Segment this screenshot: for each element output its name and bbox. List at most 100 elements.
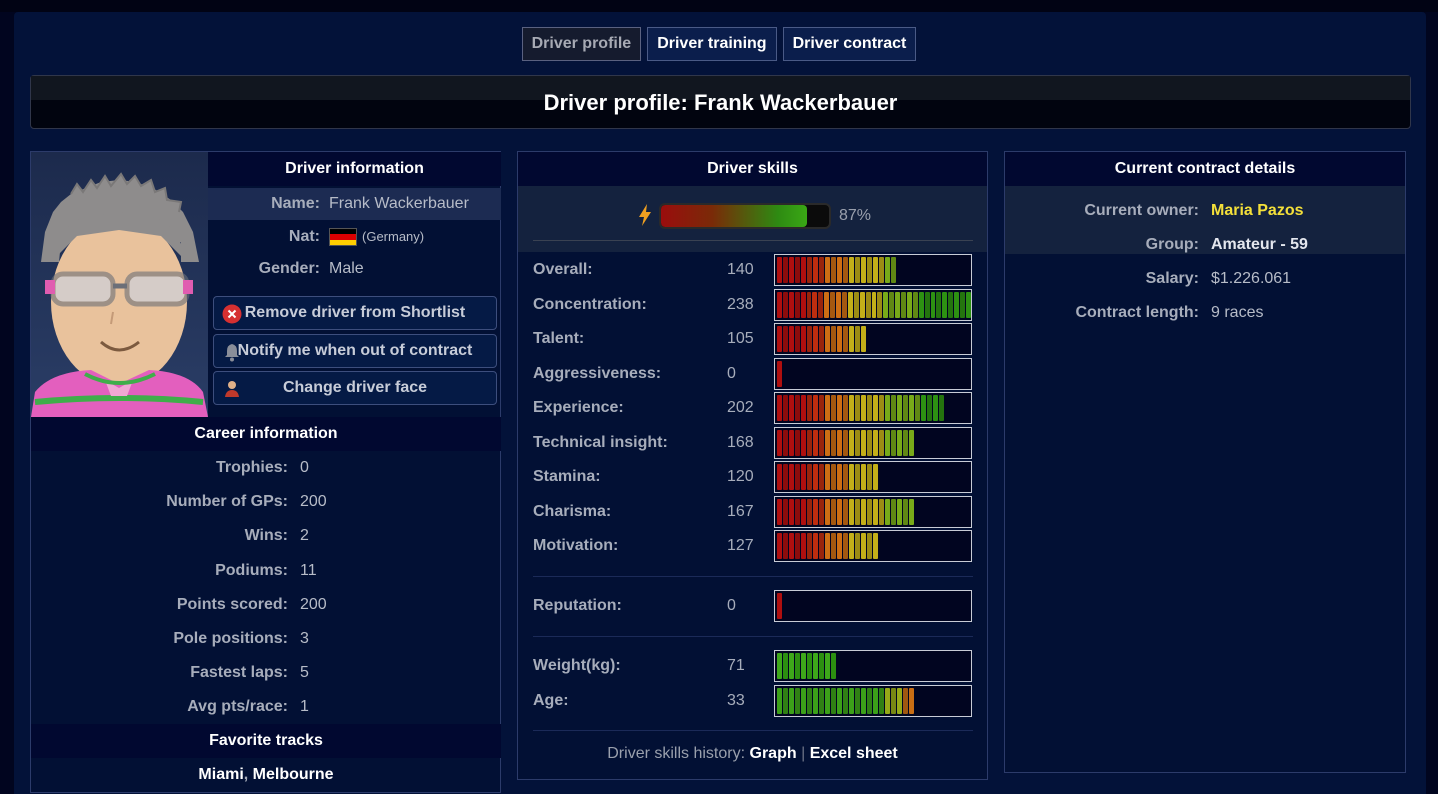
favorite-tracks-list: Miami, Melbourne xyxy=(198,766,334,783)
skill-bar-segment xyxy=(843,687,848,714)
skill-bar-segment xyxy=(819,653,824,679)
skill-bar-segment xyxy=(879,395,884,421)
skill-bar-segment xyxy=(819,533,824,559)
title-bar: Driver profile: Frank Wackerbauer xyxy=(30,75,1411,129)
skill-value: 0 xyxy=(727,597,736,614)
driver-skills-panel: Driver skills 87% Overall: 140 Concentrati… xyxy=(517,151,988,780)
skill-bar-segment xyxy=(818,291,824,318)
career-label: Avg pts/race: xyxy=(187,698,288,716)
notify-out-of-contract-button[interactable]: Notify me when out of contract xyxy=(213,334,497,368)
skill-bar-segment xyxy=(825,653,830,679)
skills-history-excel-link[interactable]: Excel sheet xyxy=(809,745,898,762)
skill-row: Weight(kg): 71 xyxy=(518,649,988,683)
skill-bar-segment xyxy=(901,291,906,318)
skill-bar xyxy=(774,530,972,562)
skill-bar-segment xyxy=(939,395,944,421)
skill-bar-segment xyxy=(873,498,878,525)
tab-driver-contract[interactable]: Driver contract xyxy=(782,27,917,61)
contract-label: Current owner: xyxy=(1084,202,1199,219)
favorite-tracks-header: Favorite tracks xyxy=(31,724,501,758)
skill-bar-segment xyxy=(837,687,842,714)
skill-bar xyxy=(774,426,972,459)
skill-bar-segment xyxy=(906,291,912,318)
skill-bar-segment xyxy=(909,687,914,714)
skill-bar-segment xyxy=(855,395,860,421)
skill-bar-segment xyxy=(861,429,866,456)
notify-button-label: Notify me when out of contract xyxy=(237,342,473,359)
nat-label: Nat: xyxy=(288,228,320,245)
skill-bar-segment xyxy=(801,326,806,352)
skill-bar-segment xyxy=(837,257,842,283)
skill-bar-segment xyxy=(918,291,924,318)
skill-bar-segment xyxy=(841,291,847,318)
skill-bar-segment xyxy=(813,464,818,490)
skill-bar-segment xyxy=(789,395,794,421)
skill-label: Concentration: xyxy=(533,295,647,313)
skill-bar-segment xyxy=(801,395,806,421)
skill-bar-segment xyxy=(819,257,824,283)
skill-bar-segment xyxy=(801,464,806,490)
career-label: Number of GPs: xyxy=(166,493,288,511)
career-value: 11 xyxy=(300,561,317,579)
name-label: Name: xyxy=(271,195,320,212)
skill-bar-segment xyxy=(873,429,878,456)
skill-bar-segment xyxy=(873,395,878,421)
skill-row: Technical insight: 168 xyxy=(518,426,988,460)
skill-row: Age: 33 xyxy=(518,684,988,718)
contract-header: Current contract details xyxy=(1005,152,1405,186)
skill-label: Charisma: xyxy=(533,502,612,520)
skill-bar-segment xyxy=(930,291,936,318)
skill-bar-segment xyxy=(795,429,800,456)
skill-bar-segment xyxy=(801,498,806,525)
change-driver-face-button[interactable]: Change driver face xyxy=(213,371,497,405)
skill-bar-segment xyxy=(865,291,871,318)
skill-bar-segment xyxy=(909,498,914,525)
skill-bar-segment xyxy=(903,429,908,456)
skill-bar-segment xyxy=(807,257,812,283)
skill-label: Age: xyxy=(533,691,569,709)
tab-driver-profile[interactable]: Driver profile xyxy=(521,27,642,61)
skill-bar-segment xyxy=(843,257,848,283)
skill-bar-segment xyxy=(867,429,872,456)
skill-bar-segment xyxy=(903,395,908,421)
gender-label: Gender: xyxy=(258,260,320,277)
skill-bar-segment xyxy=(849,533,854,559)
career-label: Podiums: xyxy=(215,561,288,579)
skill-row: Talent: 105 xyxy=(518,322,988,356)
gender-value: Male xyxy=(329,260,364,277)
skill-bar-segment xyxy=(909,395,914,421)
track-link-melbourne[interactable]: Melbourne xyxy=(252,766,334,783)
tab-driver-training[interactable]: Driver training xyxy=(647,27,777,61)
skill-bar xyxy=(774,254,972,286)
skill-bar-segment xyxy=(807,464,812,490)
skill-bar-segment xyxy=(789,498,794,525)
skill-bar-segment xyxy=(927,395,932,421)
skill-bar xyxy=(774,495,972,528)
skill-bar-segment xyxy=(795,498,800,525)
skill-bar-segment xyxy=(831,687,836,714)
contract-label: Salary: xyxy=(1145,270,1199,287)
skill-bar-segment xyxy=(871,291,877,318)
skill-bar-segment xyxy=(777,429,782,456)
skill-bar-segment xyxy=(877,291,883,318)
skill-bar-segment xyxy=(915,395,920,421)
track-link-miami[interactable]: Miami xyxy=(198,766,244,783)
remove-from-shortlist-button[interactable]: Remove driver from Shortlist xyxy=(213,296,497,330)
skills-history-graph-link[interactable]: Graph xyxy=(749,745,797,762)
career-value: 200 xyxy=(300,493,327,511)
contract-value[interactable]: Maria Pazos xyxy=(1211,202,1304,219)
skill-bar-segment xyxy=(807,395,812,421)
skill-bar-segment xyxy=(837,533,842,559)
driver-face-icon xyxy=(31,172,208,417)
skill-bar-segment xyxy=(777,360,782,387)
skill-value: 202 xyxy=(727,399,754,416)
skill-value: 167 xyxy=(727,502,754,520)
skill-bar-segment xyxy=(849,395,854,421)
skill-bar-segment xyxy=(867,687,872,714)
contract-label: Group: xyxy=(1145,236,1199,253)
driver-info-panel: Driver information Name: Frank Wackerbau… xyxy=(30,151,501,793)
skill-bar-segment xyxy=(831,498,836,525)
contract-value: 9 races xyxy=(1211,304,1264,321)
skill-bar-segment xyxy=(795,687,800,714)
skill-bar-segment xyxy=(861,257,866,283)
